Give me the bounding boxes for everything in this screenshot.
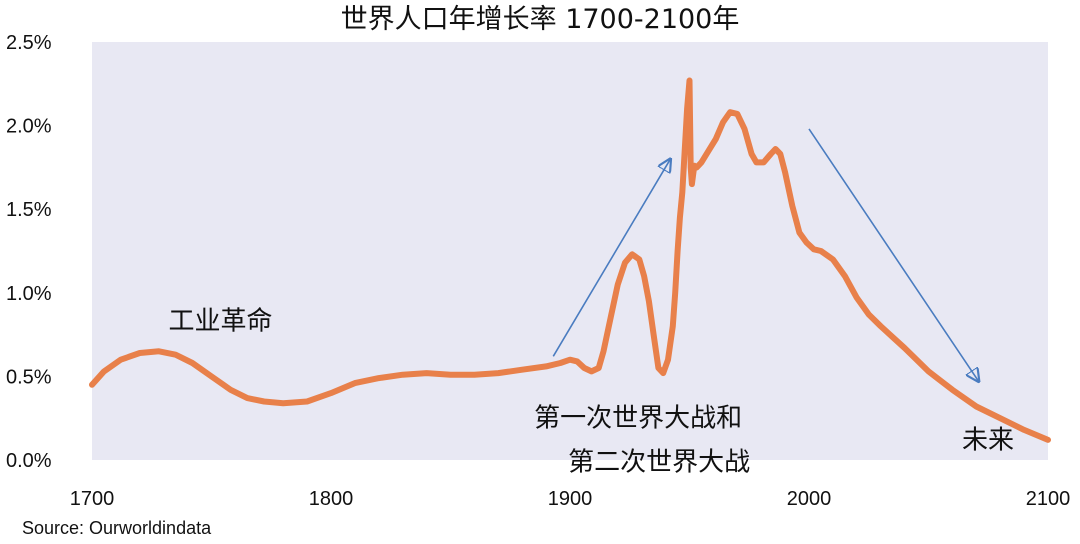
- source-note: Source: Ourworldindata: [22, 518, 212, 538]
- y-tick-label: 2.0%: [6, 116, 52, 138]
- x-tick-label: 1700: [70, 488, 115, 510]
- y-tick-label: 0.5%: [6, 366, 52, 388]
- annotation-label: 工业革命: [168, 307, 272, 337]
- y-tick-label: 1.5%: [6, 199, 52, 221]
- trend-arrow: [808, 128, 979, 381]
- chart-title: 世界人口年增长率 1700-2100年: [340, 4, 740, 35]
- x-tick-label: 2100: [1026, 488, 1071, 510]
- y-tick-label: 2.5%: [6, 32, 52, 54]
- y-tick-label: 0.0%: [6, 450, 52, 472]
- annotation-label: 第一次世界大战和: [534, 404, 742, 434]
- growth-rate-line: [89, 77, 1051, 443]
- y-tick-label: 1.0%: [6, 283, 52, 305]
- x-tick-label: 1800: [309, 488, 354, 510]
- trend-arrow: [552, 159, 670, 357]
- x-axis-tick-labels: 1700 1800 1900 2000 2100: [70, 488, 1071, 510]
- x-tick-label: 1900: [548, 488, 593, 510]
- annotation-label: 第二次世界大战: [568, 448, 750, 478]
- annotation-label: 未来: [962, 425, 1014, 455]
- plot-area: [92, 42, 1048, 460]
- trend-arrows: [552, 128, 979, 381]
- y-axis-tick-labels: 0.0% 0.5% 1.0% 1.5% 2.0% 2.5%: [6, 32, 52, 472]
- x-tick-label: 2000: [787, 488, 832, 510]
